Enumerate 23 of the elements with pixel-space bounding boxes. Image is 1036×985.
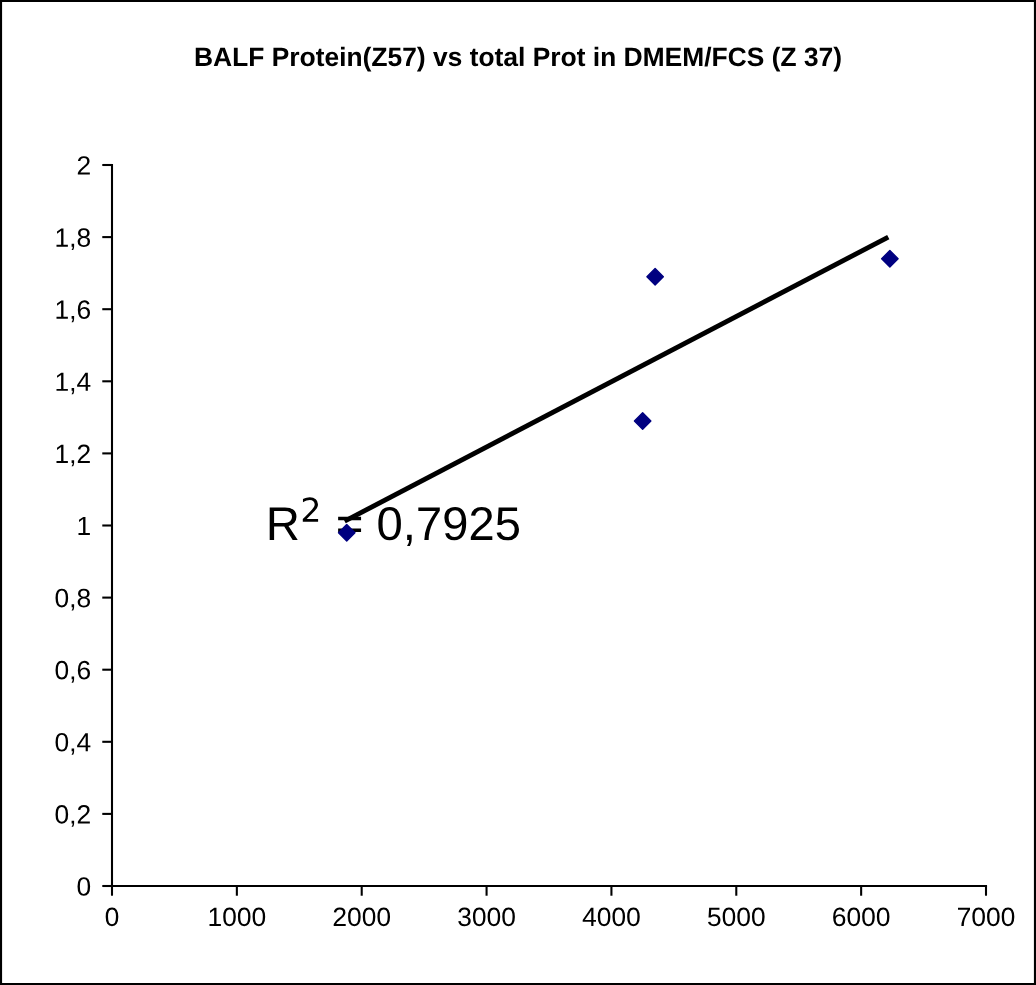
- y-tick-label: 1,2: [56, 444, 90, 467]
- y-tick-label: 0,6: [55, 660, 91, 683]
- chart-title: BALF Protein(Z57) vs total Prot in DMEM/FCS (Z 37): [195, 46, 841, 72]
- y-tick-label: 1: [78, 516, 90, 536]
- y-tick-label: 1,6: [56, 300, 91, 323]
- x-tick-label: 5000: [707, 907, 765, 927]
- x-tick-label: 4000: [582, 907, 640, 927]
- x-tick-label: 7000: [958, 907, 1015, 927]
- y-tick-label: 1,8: [56, 228, 91, 251]
- y-tick-label: 0: [77, 877, 91, 896]
- point: [880, 249, 899, 268]
- x-tick-label: 2000: [333, 907, 391, 927]
- x-tick-label: 0: [105, 907, 119, 927]
- point: [646, 267, 665, 286]
- x-tick-label: 3000: [458, 907, 515, 927]
- y-tick-label: 1,4: [56, 372, 91, 395]
- y-tick-label: 0,4: [55, 732, 91, 755]
- y-tick-label: 2: [77, 156, 90, 175]
- y-tick-label: 0,2: [55, 805, 90, 827]
- x-tick-label: 6000: [833, 907, 890, 927]
- point: [633, 412, 652, 430]
- x-tick-label: 1000: [209, 907, 266, 927]
- y-tick-label: 0,8: [55, 588, 91, 611]
